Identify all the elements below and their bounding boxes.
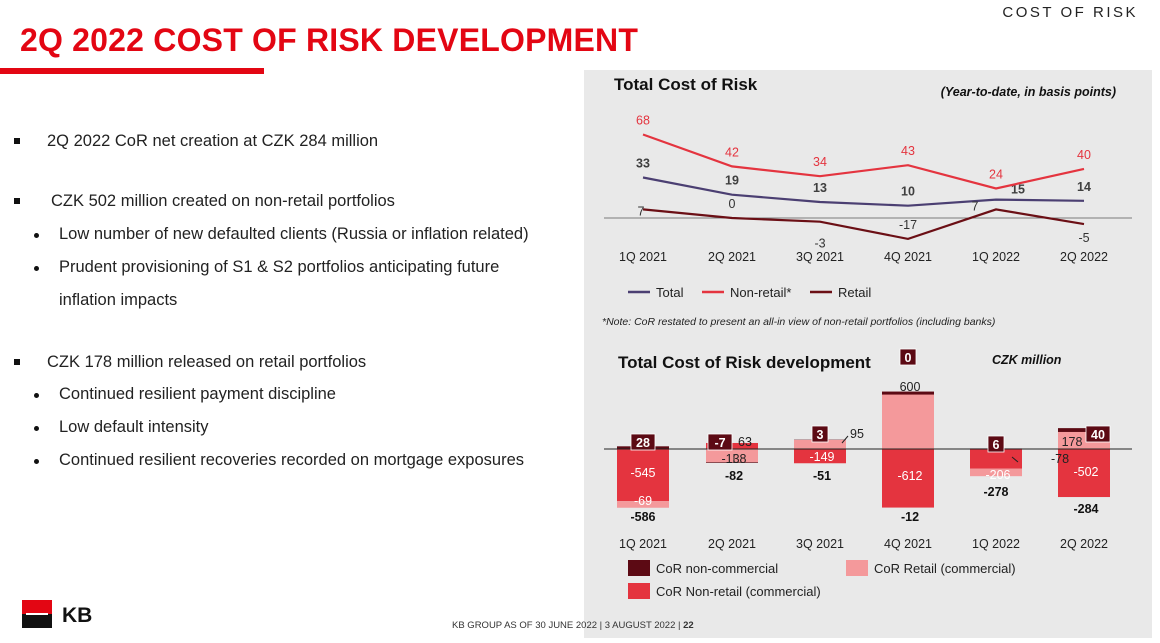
data-label: 40 (1077, 148, 1091, 162)
data-label: 24 (989, 168, 1003, 182)
sub-bullet-text: inflation impacts (59, 284, 177, 317)
x-tick-label: 1Q 2022 (972, 250, 1020, 264)
x-tick-label: 4Q 2021 (884, 250, 932, 264)
data-label: -17 (899, 218, 917, 232)
x-tick-label: 2Q 2022 (1060, 250, 1108, 264)
legend-swatch (846, 560, 868, 576)
page-title: 2Q 2022 COST OF RISK DEVELOPMENT (20, 22, 638, 59)
value-label-retail: 95 (850, 427, 864, 441)
data-label: 7 (638, 204, 645, 218)
value-label-nonretail: -206 (985, 468, 1010, 482)
data-label: 14 (1077, 180, 1091, 194)
total-label: -284 (1073, 502, 1098, 516)
x-tick-label: 2Q 2021 (708, 537, 756, 551)
value-label-noncommercial: 40 (1091, 428, 1105, 442)
data-label: 10 (901, 185, 915, 199)
x-tick-label: 1Q 2022 (972, 537, 1020, 551)
bullet-text: CZK 502 million created on non-retail po… (51, 192, 395, 211)
line-chart-title: Total Cost of Risk (614, 75, 758, 94)
bar-chart-subtitle: CZK million (992, 353, 1062, 367)
data-label: 33 (636, 156, 650, 170)
series-line-nonretail (643, 135, 1084, 189)
legend-swatch (628, 583, 650, 599)
sub-bullet-text: Continued resilient payment discipline (59, 378, 336, 411)
kb-logo: KB (22, 600, 112, 635)
data-label: 13 (813, 181, 827, 195)
logo-text: KB (62, 604, 92, 627)
line-chart-subtitle: (Year-to-date, in basis points) (941, 85, 1116, 99)
value-label-retail: -69 (634, 494, 652, 508)
value-label-noncommercial: 6 (993, 438, 1000, 452)
charts-svg: Total Cost of Risk (Year-to-date, in basi… (584, 70, 1152, 638)
legend-label: Non-retail* (730, 285, 791, 300)
data-label: 7 (972, 199, 979, 213)
total-label: -278 (983, 485, 1008, 499)
bullet-text: 2Q 2022 CoR net creation at CZK 284 mill… (47, 132, 378, 151)
total-label: -12 (901, 510, 919, 524)
data-label: 19 (725, 174, 739, 188)
chart-panel: Total Cost of Risk (Year-to-date, in basi… (584, 70, 1152, 638)
value-label-nonretail: -545 (630, 466, 655, 480)
value-label-noncommercial: 28 (636, 436, 650, 450)
sub-bullet-text: Prudent provisioning of S1 & S2 portfoli… (59, 251, 499, 284)
total-label: -51 (813, 469, 831, 483)
title-rule (0, 68, 264, 74)
value-label-nonretail: 63 (738, 435, 752, 449)
data-label: 42 (725, 145, 739, 159)
data-label: 43 (901, 144, 915, 158)
x-tick-label: 2Q 2022 (1060, 537, 1108, 551)
x-tick-label: 1Q 2021 (619, 250, 667, 264)
data-label: 34 (813, 155, 827, 169)
x-tick-label: 3Q 2021 (796, 250, 844, 264)
x-tick-label: 4Q 2021 (884, 537, 932, 551)
value-label-noncommercial: 3 (817, 428, 824, 442)
legend-label: CoR non-commercial (656, 561, 778, 576)
legend-label: CoR Retail (commercial) (874, 561, 1016, 576)
value-label-retail: -78 (1051, 452, 1069, 466)
x-tick-label: 1Q 2021 (619, 537, 667, 551)
legend-swatch (628, 560, 650, 576)
value-label-nonretail: -612 (897, 469, 922, 483)
value-label-nonretail: -149 (809, 450, 834, 464)
legend-label: CoR Non-retail (commercial) (656, 584, 821, 599)
data-label: 0 (729, 197, 736, 211)
footnote: *Note: CoR restated to present an all-in… (602, 316, 995, 328)
total-label: -82 (725, 469, 743, 483)
bar-segment-rt (882, 392, 934, 449)
value-label-noncommercial: 0 (905, 351, 912, 365)
legend-label: Total (656, 285, 684, 300)
x-tick-label: 2Q 2021 (708, 250, 756, 264)
sub-bullet-text: Low default intensity (59, 411, 209, 444)
data-label: -3 (814, 237, 825, 251)
series-line-retail (643, 209, 1084, 239)
legend-label: Retail (838, 285, 871, 300)
data-label: 68 (636, 113, 650, 127)
total-label: -586 (630, 510, 655, 524)
sub-bullet-text: Continued resilient recoveries recorded … (59, 444, 524, 477)
value-label-nonretail: -502 (1073, 465, 1098, 479)
data-label: -5 (1078, 231, 1089, 245)
footer-text: KB GROUP AS OF 30 JUNE 2022 | 3 AUGUST 2… (452, 620, 694, 631)
section-label: COST OF RISK (1002, 4, 1138, 21)
value-label-retail: 600 (900, 380, 921, 394)
value-label-retail: 178 (1062, 435, 1083, 449)
value-label-noncommercial: -7 (714, 436, 725, 450)
bullet-text: CZK 178 million released on retail portf… (47, 353, 366, 372)
x-tick-label: 3Q 2021 (796, 537, 844, 551)
sub-bullet-text: Low number of new defaulted clients (Rus… (59, 218, 529, 251)
bar-chart-title: Total Cost of Risk development (618, 353, 871, 372)
